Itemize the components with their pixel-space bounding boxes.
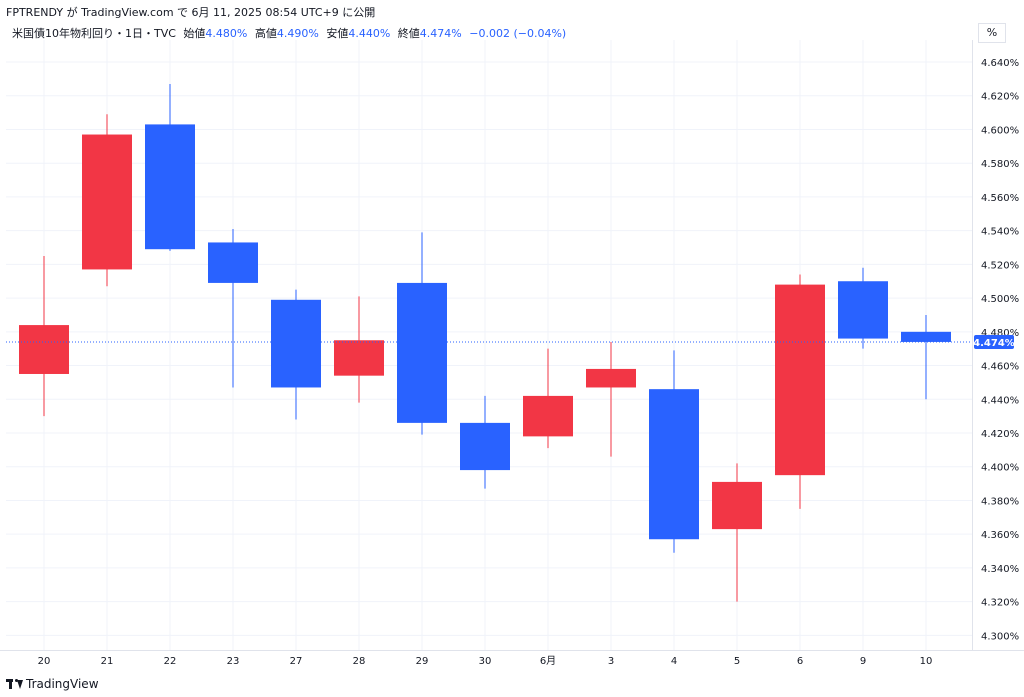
candle-body bbox=[775, 284, 825, 476]
y-tick-label: 4.560% bbox=[981, 193, 1019, 204]
candle-body bbox=[460, 422, 510, 471]
candle-body bbox=[523, 395, 573, 437]
close-value: 4.474% bbox=[419, 27, 462, 40]
x-tick-label: 27 bbox=[290, 656, 303, 667]
y-tick-label: 4.640% bbox=[981, 58, 1019, 69]
candle-body bbox=[901, 331, 951, 342]
y-tick-label: 4.580% bbox=[981, 159, 1019, 170]
x-tick-label: 3 bbox=[608, 656, 614, 667]
publish-site[interactable]: TradingView.com bbox=[81, 6, 174, 19]
y-tick-label: 4.480% bbox=[981, 328, 1019, 339]
y-tick-label: 4.440% bbox=[981, 395, 1019, 406]
publish-suffix: に公開 bbox=[342, 6, 376, 19]
x-tick-label: 4 bbox=[671, 656, 677, 667]
x-tick-label: 5 bbox=[734, 656, 740, 667]
change-value: −0.002 (−0.04%) bbox=[469, 27, 567, 40]
y-tick-label: 4.600% bbox=[981, 125, 1019, 136]
candle-body bbox=[712, 481, 762, 530]
candle-body bbox=[82, 134, 132, 270]
publish-info: FPTRENDY が TradingView.com で 6月 11, 2025… bbox=[6, 4, 375, 20]
candle-body bbox=[397, 282, 447, 423]
y-tick-label: 4.340% bbox=[981, 564, 1019, 575]
current-price-tag bbox=[974, 334, 1014, 349]
x-tick-label: 6月 bbox=[540, 655, 556, 667]
y-tick-label: 4.420% bbox=[981, 429, 1019, 440]
price-scale-unit-button[interactable]: % bbox=[978, 23, 1006, 43]
open-label: 始値 bbox=[183, 27, 206, 40]
candle-body bbox=[334, 340, 384, 376]
x-tick-label: 28 bbox=[353, 656, 366, 667]
x-tick-label: 29 bbox=[416, 656, 429, 667]
y-tick-label: 4.520% bbox=[981, 260, 1019, 271]
y-tick-label: 4.380% bbox=[981, 496, 1019, 507]
candle-body bbox=[145, 124, 195, 250]
candle-body bbox=[208, 242, 258, 283]
x-tick-label: 9 bbox=[860, 656, 866, 667]
candle-body bbox=[649, 389, 699, 540]
publish-date: 6月 11, 2025 08:54 UTC+9 bbox=[191, 6, 339, 19]
y-tick-label: 4.360% bbox=[981, 530, 1019, 541]
open-value: 4.480% bbox=[205, 27, 248, 40]
candle-body bbox=[838, 281, 888, 339]
tradingview-footer[interactable]: TradingView bbox=[6, 677, 99, 691]
high-value: 4.490% bbox=[276, 27, 319, 40]
footer-brand: TradingView bbox=[26, 677, 99, 691]
y-tick-label: 4.460% bbox=[981, 362, 1019, 373]
tradingview-logo-icon bbox=[6, 679, 23, 689]
candle-body bbox=[271, 299, 321, 388]
publisher-name[interactable]: FPTRENDY bbox=[6, 6, 64, 19]
publish-via: が bbox=[66, 6, 78, 19]
x-tick-label: 21 bbox=[101, 656, 114, 667]
y-tick-label: 4.540% bbox=[981, 227, 1019, 238]
y-tick-label: 4.620% bbox=[981, 92, 1019, 103]
y-tick-label: 4.320% bbox=[981, 598, 1019, 609]
x-tick-label: 23 bbox=[227, 656, 240, 667]
high-label: 高値 bbox=[254, 27, 277, 40]
candle-body bbox=[19, 325, 69, 374]
y-tick-label: 4.300% bbox=[981, 631, 1019, 642]
y-tick-label: 4.500% bbox=[981, 294, 1019, 305]
symbol-title[interactable]: 米国債10年物利回り・1日・TVC bbox=[12, 27, 176, 40]
y-tick-label: 4.400% bbox=[981, 463, 1019, 474]
candle-body bbox=[586, 368, 636, 388]
low-label: 安値 bbox=[326, 27, 349, 40]
x-tick-label: 10 bbox=[920, 656, 933, 667]
ohlc-legend: 米国債10年物利回り・1日・TVC 始値4.480% 高値4.490% 安値4.… bbox=[12, 25, 566, 41]
x-tick-label: 22 bbox=[164, 656, 177, 667]
current-price-label: 4.474% bbox=[973, 338, 1015, 349]
x-tick-label: 20 bbox=[38, 656, 51, 667]
x-tick-label: 30 bbox=[479, 656, 492, 667]
low-value: 4.440% bbox=[348, 27, 391, 40]
x-tick-label: 6 bbox=[797, 656, 803, 667]
publish-on: で bbox=[177, 6, 189, 19]
close-label: 終値 bbox=[397, 27, 420, 40]
